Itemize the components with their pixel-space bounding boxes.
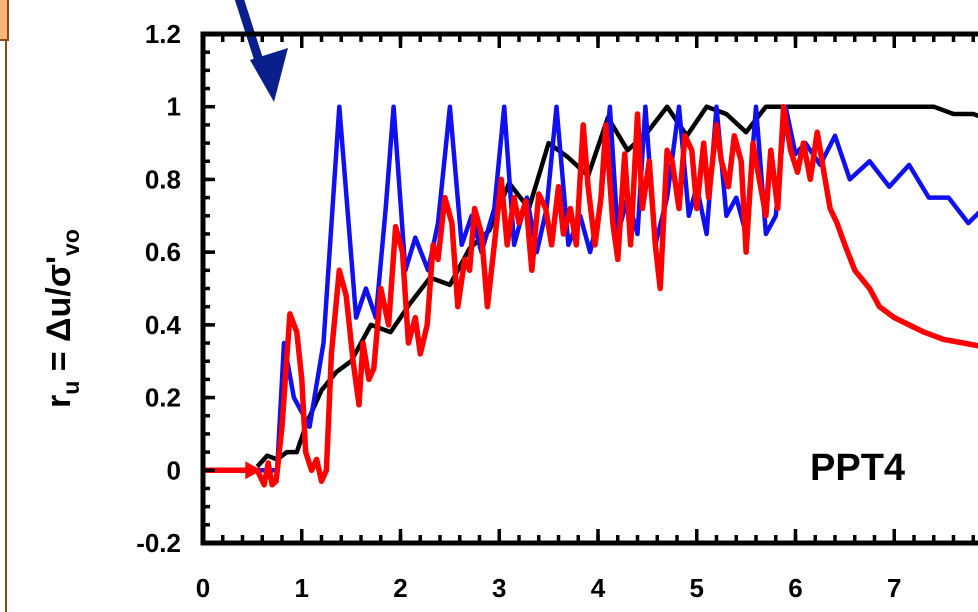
red-series-marker (245, 461, 262, 480)
y-tick-label: 0.2 (145, 383, 181, 413)
x-tick-label: 5 (690, 573, 704, 603)
left-fragment (0, 0, 9, 612)
y-axis-label-middle: = Δu/σ' (40, 256, 78, 381)
y-tick-label: 0.4 (145, 310, 182, 340)
y-tick-label: 0.8 (145, 164, 181, 194)
x-tick-label: 4 (591, 573, 606, 603)
y-axis-label-base: r (40, 395, 78, 408)
arrow-annotation (234, 0, 288, 102)
cropped-box-fragment (0, 0, 9, 41)
series-group (203, 103, 978, 488)
y-tick-labels: -0.2 0 0.2 0.4 0.6 0.8 1 1.2 (136, 19, 181, 558)
y-axis-label: ru = Δu/σ'vo (40, 229, 84, 408)
y-axis-label-base-sub: u (58, 381, 84, 395)
y-tick-label: -0.2 (136, 528, 181, 558)
annotation-label: PPT4 (810, 447, 905, 489)
x-tick-label: 6 (788, 573, 802, 603)
x-tick-label: 3 (492, 573, 506, 603)
y-tick-label: 0 (167, 455, 181, 485)
x-tick-label: 7 (887, 573, 901, 603)
arrow-head (250, 48, 288, 102)
x-tick-label: 1 (295, 573, 309, 603)
y-axis-label-end-sub: vo (58, 229, 84, 256)
blue-series-line (203, 104, 978, 473)
y-tick-label: 0.6 (145, 237, 181, 267)
red-series-line (203, 103, 978, 488)
y-tick-label: 1 (167, 92, 181, 122)
x-tick-label: 0 (196, 573, 210, 603)
x-tick-label: 2 (393, 573, 407, 603)
plot-frame (200, 31, 978, 546)
y-tick-label: 1.2 (145, 19, 181, 49)
x-tick-labels: 012345678 (196, 573, 902, 603)
